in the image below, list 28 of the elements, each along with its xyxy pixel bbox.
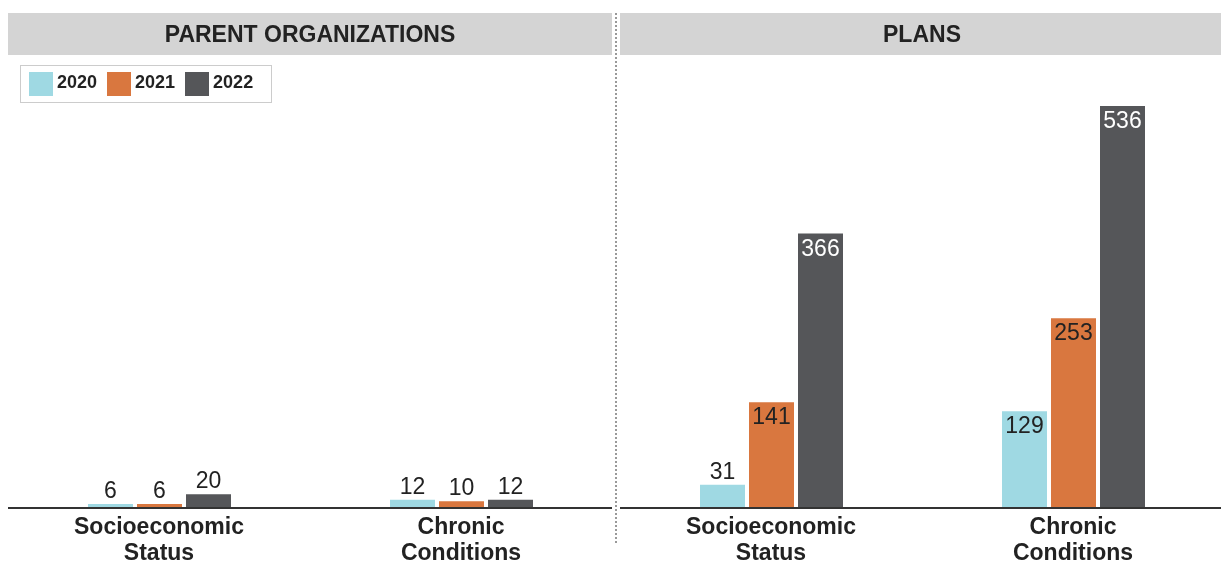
data-label: 129 [1005,412,1044,439]
bar [186,494,231,508]
bar [1051,318,1096,508]
legend-label: 2021 [135,72,176,92]
x-tick-label: Socioeconomic Status [686,513,857,565]
data-label: 20 [195,467,222,494]
x-tick-label: Socioeconomic Status [74,513,245,565]
bar [700,484,745,508]
bar [798,233,843,508]
bar [1100,106,1145,508]
data-label: 536 [1103,107,1142,134]
x-tick-label: Chronic Conditions [400,513,522,565]
data-label: 12 [497,472,524,499]
x-tick-label: Chronic Conditions [1012,513,1134,565]
data-label: 366 [801,234,840,261]
data-label: 253 [1054,319,1093,346]
legend-label: 2022 [213,72,254,92]
legend-label: 2020 [57,72,98,92]
chart-title: PARENT ORGANIZATIONS [8,13,612,55]
data-label: 10 [448,474,475,501]
data-label: 6 [153,476,166,503]
data-label: 141 [752,403,791,430]
data-label: 12 [399,472,426,499]
chart-title: PLANS [620,13,1221,55]
bar [749,402,794,508]
bar [1002,411,1047,508]
data-label: 6 [104,476,117,503]
data-label: 31 [709,457,736,484]
